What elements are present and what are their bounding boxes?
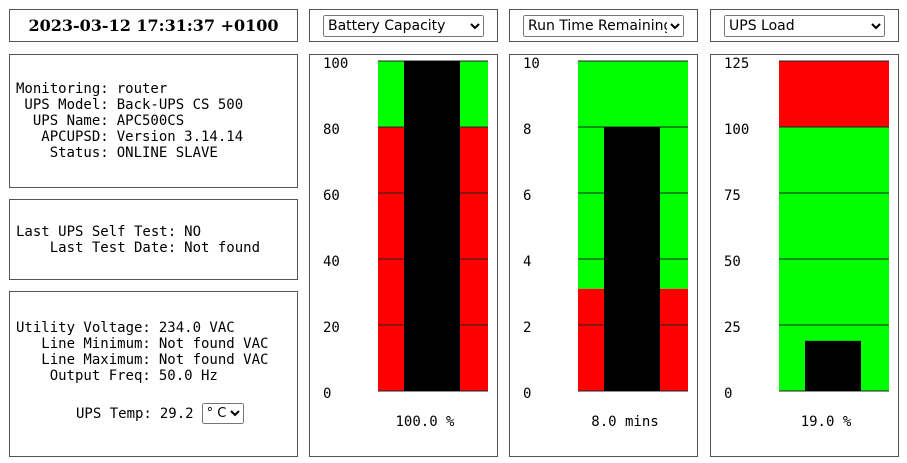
bar bbox=[604, 127, 660, 391]
info-row: Line Maximum: Not found VAC bbox=[16, 352, 268, 368]
info-value: Not found VAC bbox=[158, 352, 269, 368]
y-tick-label: 0 bbox=[724, 386, 732, 402]
self-test-table: Last UPS Self Test: NO Last Test Date: Not … bbox=[16, 224, 260, 256]
power-box: Utility Voltage: 234.0 VAC Line Minimum: No… bbox=[9, 291, 298, 457]
info-value: Not found VAC bbox=[158, 336, 269, 352]
y-tick-label: 40 bbox=[323, 254, 340, 270]
info-value: 234.0 VAC bbox=[158, 320, 235, 336]
info-label: Line Maximum: bbox=[41, 352, 151, 368]
gauge-header: Battery Capacity bbox=[309, 9, 498, 42]
info-label: Line Minimum: bbox=[41, 336, 151, 352]
info-row: Status: ONLINE SLAVE bbox=[16, 145, 243, 161]
info-row: Last Test Date: Not found bbox=[16, 240, 260, 256]
gauge-box: 0 2 4 6 8 10 8.0 mins bbox=[509, 54, 698, 457]
gauge-select[interactable]: Run Time Remaining bbox=[523, 14, 684, 37]
info-label: Output Freq: bbox=[49, 368, 151, 384]
info-label: Status: bbox=[49, 145, 109, 161]
info-label: Last UPS Self Test: bbox=[16, 224, 177, 240]
status-box: Monitoring: router UPS Model: Back-UPS CS 5… bbox=[9, 54, 298, 188]
info-row: Last UPS Self Test: NO bbox=[16, 224, 260, 240]
info-label: Utility Voltage: bbox=[16, 320, 151, 336]
self-test-box: Last UPS Self Test: NO Last Test Date: Not … bbox=[9, 199, 298, 280]
temp-value: 29.2 bbox=[159, 405, 194, 422]
y-tick-label: 125 bbox=[724, 56, 749, 72]
y-tick-label: 20 bbox=[323, 320, 340, 336]
y-tick-label: 0 bbox=[323, 386, 331, 402]
datetime-box: 2023-03-12 17:31:37 +0100 bbox=[9, 9, 298, 42]
info-value: ONLINE SLAVE bbox=[116, 145, 218, 161]
info-value: APC500CS bbox=[116, 113, 185, 129]
datetime: 2023-03-12 17:31:37 +0100 bbox=[28, 16, 279, 35]
info-value: Not found bbox=[184, 240, 261, 256]
info-value: NO bbox=[184, 224, 202, 240]
value-label: 100.0 % bbox=[395, 414, 455, 430]
y-tick-label: 100 bbox=[323, 56, 348, 72]
info-label: APCUPSD: bbox=[41, 129, 109, 145]
power-table: Utility Voltage: 234.0 VAC Line Minimum: No… bbox=[16, 320, 268, 384]
info-row: UPS Model: Back-UPS CS 500 bbox=[16, 97, 243, 113]
info-row: APCUPSD: Version 3.14.14 bbox=[16, 129, 243, 145]
y-tick-label: 2 bbox=[523, 320, 531, 336]
bar bbox=[404, 61, 460, 391]
gauge-header: Run Time Remaining bbox=[509, 9, 698, 42]
info-label: Last Test Date: bbox=[49, 240, 177, 256]
y-tick-label: 6 bbox=[523, 188, 531, 204]
gauge-box: 0 20 40 60 80 100 100.0 % bbox=[309, 54, 498, 457]
y-tick-label: 60 bbox=[323, 188, 340, 204]
y-tick-label: 8 bbox=[523, 122, 531, 138]
y-tick-label: 75 bbox=[724, 188, 741, 204]
info-label: UPS Name: bbox=[32, 113, 109, 129]
y-tick-label: 10 bbox=[523, 56, 540, 72]
y-tick-label: 4 bbox=[523, 254, 531, 270]
info-row: Utility Voltage: 234.0 VAC bbox=[16, 320, 268, 336]
info-row: Monitoring: router bbox=[16, 81, 243, 97]
info-value: router bbox=[116, 81, 168, 97]
info-label: Monitoring: bbox=[16, 81, 109, 97]
info-value: Version 3.14.14 bbox=[116, 129, 244, 145]
status-table: Monitoring: router UPS Model: Back-UPS CS 5… bbox=[16, 81, 243, 161]
y-tick-label: 50 bbox=[724, 254, 741, 270]
y-tick-label: 25 bbox=[724, 320, 741, 336]
temp-row: UPS Temp: 29.2 ° C bbox=[76, 403, 297, 424]
info-value: Back-UPS CS 500 bbox=[116, 97, 244, 113]
info-value: 50.0 Hz bbox=[158, 368, 218, 384]
info-label: UPS Model: bbox=[24, 97, 109, 113]
gauge-header: UPS Load bbox=[710, 9, 899, 42]
y-tick-label: 80 bbox=[323, 122, 340, 138]
y-tick-label: 0 bbox=[523, 386, 531, 402]
value-label: 19.0 % bbox=[801, 414, 852, 430]
bar bbox=[805, 340, 861, 391]
info-row: Output Freq: 50.0 Hz bbox=[16, 368, 268, 384]
temp-unit-select[interactable]: ° C bbox=[201, 403, 244, 424]
temp-label: UPS Temp: bbox=[76, 405, 152, 422]
gauge-chart: 0 20 40 60 80 100 100.0 % bbox=[323, 56, 488, 430]
gauge-chart: 0 25 50 75 100 125 19.0 % bbox=[724, 56, 889, 430]
y-tick-label: 100 bbox=[724, 122, 749, 138]
value-label: 8.0 mins bbox=[591, 414, 658, 430]
info-row: Line Minimum: Not found VAC bbox=[16, 336, 268, 352]
gauge-select[interactable]: Battery Capacity bbox=[323, 14, 484, 37]
zone bbox=[779, 61, 889, 127]
gauge-box: 0 25 50 75 100 125 19.0 % bbox=[710, 54, 899, 457]
info-row: UPS Name: APC500CS bbox=[16, 113, 243, 129]
gauge-chart: 0 2 4 6 8 10 8.0 mins bbox=[523, 56, 688, 430]
gauge-select[interactable]: UPS Load bbox=[724, 14, 885, 37]
